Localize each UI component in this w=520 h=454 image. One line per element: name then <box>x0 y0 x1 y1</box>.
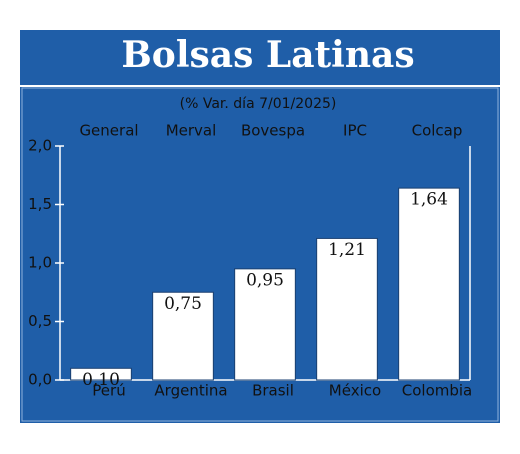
x-tick-label: Perú <box>92 382 125 400</box>
value-label: 0,75 <box>164 294 202 314</box>
bar <box>152 291 214 381</box>
value-label: 0,10 <box>82 370 120 390</box>
y-tick-label: 1,0 <box>28 254 52 272</box>
index-label: Colcap <box>412 122 463 140</box>
chart-title: Bolsas Latinas <box>121 34 414 76</box>
value-label: 1,64 <box>410 190 448 210</box>
x-tick-label: Colombia <box>402 382 473 400</box>
y-tick-label: 0,5 <box>28 312 52 330</box>
bar <box>70 367 132 381</box>
chart-subtitle: (% Var. día 7/01/2025) <box>180 96 337 112</box>
x-tick-label: Brasil <box>252 382 294 400</box>
x-tick-label: México <box>329 382 381 400</box>
x-tick-label: Argentina <box>154 382 227 400</box>
y-tick-label: 2,0 <box>28 137 52 155</box>
inner-frame <box>21 87 499 422</box>
value-label: 1,21 <box>328 240 366 260</box>
index-label: IPC <box>343 122 367 140</box>
bar <box>316 237 378 381</box>
bar <box>398 187 460 381</box>
y-tick-label: 1,5 <box>28 195 52 213</box>
index-label: Merval <box>166 122 217 140</box>
index-label: Bovespa <box>241 122 305 140</box>
value-label: 0,95 <box>246 270 284 290</box>
bar <box>234 268 296 381</box>
index-label: General <box>79 122 138 140</box>
y-tick-label: 0,0 <box>28 371 52 389</box>
